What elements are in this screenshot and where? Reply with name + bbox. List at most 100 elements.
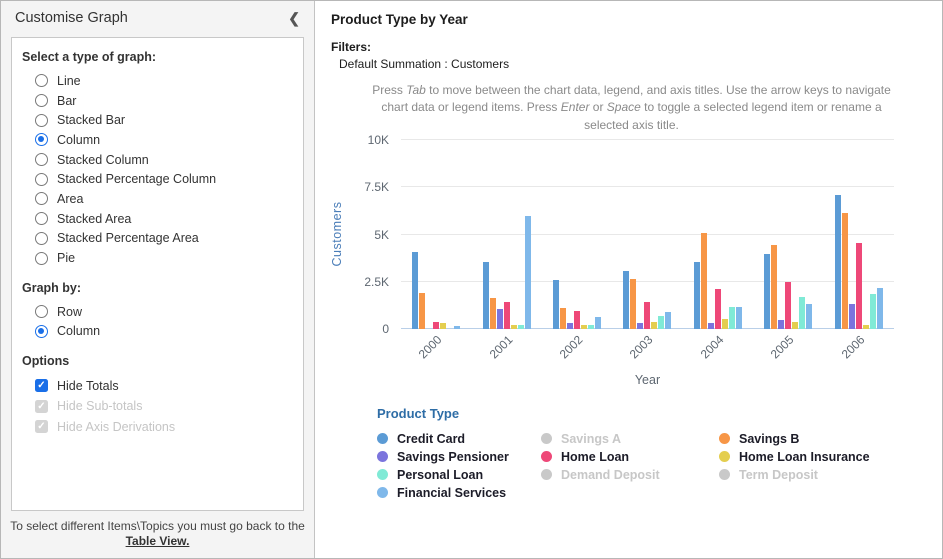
- bar-credit-card-2003: [623, 271, 630, 329]
- graph-type-option-stacked-column[interactable]: Stacked Column: [22, 150, 293, 170]
- legend-grid: Credit Card Savings A Savings B Savings Pen…: [377, 431, 937, 500]
- bar-personal-loan-2003: [658, 315, 665, 329]
- gridline: [401, 233, 894, 235]
- radio-icon[interactable]: [35, 212, 48, 226]
- legend-swatch-icon: [377, 433, 388, 444]
- radio-icon[interactable]: [35, 324, 48, 338]
- radio-label: Stacked Percentage Column: [57, 172, 217, 187]
- graph-type-option-column[interactable]: Column: [22, 130, 293, 150]
- radio-icon[interactable]: [35, 192, 48, 206]
- graph-type-option-pie[interactable]: Pie: [22, 248, 293, 268]
- graph-type-option-stacked-percentage-area[interactable]: Stacked Percentage Area: [22, 229, 293, 249]
- bar-savings-b-2005: [771, 244, 778, 329]
- y-axis-title[interactable]: Customers: [330, 201, 344, 267]
- graph-type-option-stacked-area[interactable]: Stacked Area: [22, 209, 293, 229]
- legend-swatch-icon: [377, 469, 388, 480]
- bar-personal-loan-2004: [728, 307, 735, 329]
- bar-credit-card-2002: [553, 279, 560, 329]
- radio-icon[interactable]: [35, 74, 48, 88]
- panel-header: Customise Graph ❮: [1, 1, 314, 32]
- bar-home-loan-2001: [503, 301, 510, 329]
- bar-group-2003: 2003: [612, 140, 682, 361]
- graph-type-radio-group: Line Bar Stacked Bar Column Stacked Column St…: [22, 71, 293, 268]
- option-hide-totals[interactable]: ✓ Hide Totals: [22, 375, 293, 396]
- bar-financial-services-2003: [665, 312, 672, 329]
- bar-savings-b-2006: [841, 212, 848, 329]
- legend-item-credit-card[interactable]: Credit Card: [377, 431, 541, 446]
- legend-item-personal-loan[interactable]: Personal Loan: [377, 467, 541, 482]
- graph-type-option-area[interactable]: Area: [22, 189, 293, 209]
- bar-financial-services-2004: [735, 307, 742, 329]
- x-axis-title[interactable]: Year: [634, 373, 661, 387]
- legend-item-term-deposit[interactable]: Term Deposit: [719, 467, 937, 482]
- options-section-label: Options: [22, 354, 70, 369]
- bar-home-loan-insurance-2002: [581, 325, 588, 329]
- table-view-link[interactable]: Table View.: [125, 534, 190, 549]
- radio-icon[interactable]: [35, 251, 48, 265]
- bar-personal-loan-2001: [517, 325, 524, 329]
- legend-item-home-loan[interactable]: Home Loan: [541, 450, 719, 464]
- radio-icon[interactable]: [35, 153, 48, 167]
- panel-title: Customise Graph: [15, 10, 128, 26]
- radio-label: Stacked Bar: [57, 113, 126, 128]
- radio-icon[interactable]: [35, 113, 48, 127]
- bar-savings-b-2004: [700, 232, 707, 329]
- legend-label: Credit Card: [397, 431, 466, 446]
- bar-savings-pensioner-2003: [637, 322, 644, 329]
- legend-label: Term Deposit: [739, 467, 818, 482]
- radio-icon[interactable]: [35, 133, 48, 147]
- legend-label: Savings B: [739, 431, 800, 446]
- legend-swatch-icon: [719, 433, 730, 444]
- graph-type-option-stacked-bar[interactable]: Stacked Bar: [22, 110, 293, 130]
- options-checkbox-group: ✓ Hide Totals ✓ Hide Sub-totals ✓ Hide Axis D…: [22, 375, 293, 437]
- legend-item-savings-b[interactable]: Savings B: [719, 431, 937, 446]
- bar-financial-services-2005: [806, 304, 813, 329]
- radio-icon[interactable]: [35, 305, 48, 319]
- x-axis-tick-label: 2004: [697, 332, 727, 362]
- legend-label: Savings Pensioner: [397, 449, 509, 464]
- bar-savings-pensioner-2004: [707, 323, 714, 329]
- radio-label: Stacked Column: [57, 152, 149, 167]
- bar-financial-services-2000: [454, 326, 461, 329]
- graph-type-section-label: Select a type of graph:: [22, 50, 157, 64]
- radio-icon[interactable]: [35, 231, 48, 245]
- checkbox-label: Hide Sub-totals: [57, 399, 143, 413]
- bar-home-loan-insurance-2004: [721, 319, 728, 329]
- bar-personal-loan-2002: [588, 325, 595, 329]
- legend-item-demand-deposit[interactable]: Demand Deposit: [541, 467, 719, 482]
- legend-label: Personal Loan: [397, 467, 484, 482]
- radio-label: Column: [57, 132, 101, 147]
- graph-type-option-stacked-percentage-column[interactable]: Stacked Percentage Column: [22, 169, 293, 189]
- radio-label: Column: [57, 324, 101, 339]
- bar-group-2005: 2005: [753, 140, 823, 361]
- graph-by-radio-group: Row Column: [22, 302, 293, 341]
- legend-item-savings-pensioner[interactable]: Savings Pensioner: [377, 449, 541, 464]
- graph-type-option-bar[interactable]: Bar: [22, 91, 293, 111]
- legend-label: Savings A: [561, 431, 621, 446]
- bar-savings-b-2002: [560, 308, 567, 329]
- collapse-panel-icon[interactable]: ❮: [288, 10, 300, 26]
- checkbox-icon[interactable]: ✓: [35, 379, 48, 392]
- bar-savings-b-2003: [630, 278, 637, 329]
- legend-swatch-icon: [719, 469, 730, 480]
- graph-by-option-column[interactable]: Column: [22, 322, 293, 342]
- radio-icon[interactable]: [35, 172, 48, 186]
- bar-financial-services-2002: [595, 316, 602, 329]
- legend-label: Demand Deposit: [561, 467, 660, 482]
- keyboard-instructions: Press Tab to move between the chart data…: [372, 83, 891, 132]
- graph-type-option-line[interactable]: Line: [22, 71, 293, 91]
- radio-icon[interactable]: [35, 94, 48, 108]
- checkbox-label: Hide Totals: [57, 378, 119, 393]
- y-axis-tick-label: 10K: [367, 133, 389, 147]
- y-axis-tick-label: 7.5K: [364, 180, 389, 195]
- gridline: [401, 280, 894, 282]
- graph-by-option-row[interactable]: Row: [22, 302, 293, 322]
- legend-item-home-loan-insurance[interactable]: Home Loan Insurance: [719, 450, 937, 464]
- plot-area: 2000 2001 2002 2003 2004 2005 2006: [401, 139, 894, 361]
- legend-label: Financial Services: [397, 485, 507, 500]
- legend-item-financial-services[interactable]: Financial Services: [377, 485, 541, 500]
- bar-financial-services-2006: [876, 288, 883, 329]
- bar-personal-loan-2005: [799, 296, 806, 329]
- bar-savings-pensioner-2005: [778, 319, 785, 329]
- legend-item-savings-a[interactable]: Savings A: [541, 431, 719, 446]
